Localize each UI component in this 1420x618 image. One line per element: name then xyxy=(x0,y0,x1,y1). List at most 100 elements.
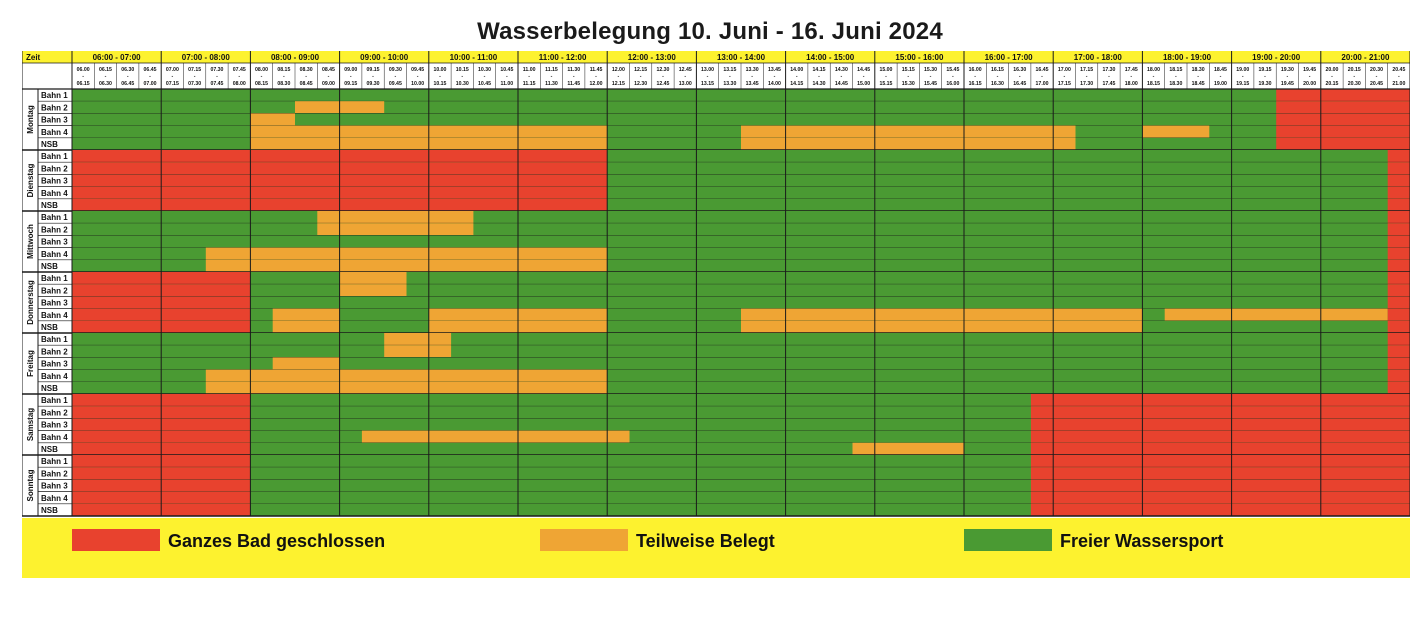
slot-end-label: 20.00 xyxy=(1303,81,1316,87)
slot-dash: - xyxy=(640,74,642,80)
slot-start-label: 19.00 xyxy=(1236,67,1249,73)
lane-label: NSB xyxy=(41,201,58,210)
slot-end-label: 06.15 xyxy=(77,81,90,87)
lane-label: Bahn 1 xyxy=(41,91,68,100)
slot-end-label: 06.30 xyxy=(99,81,112,87)
cell-free xyxy=(72,272,1410,285)
slot-end-label: 12.45 xyxy=(656,81,669,87)
cell-partial xyxy=(741,125,1076,138)
lane-label: NSB xyxy=(41,140,58,149)
cell-partial xyxy=(339,284,407,297)
lane-label: Bahn 3 xyxy=(41,238,68,247)
cell-closed xyxy=(1276,101,1410,114)
slot-start-label: 09.00 xyxy=(344,67,357,73)
cell-partial xyxy=(339,272,407,285)
cell-free xyxy=(72,357,1410,370)
cell-closed xyxy=(1387,162,1410,175)
slot-start-label: 08.15 xyxy=(277,67,290,73)
lane-label: Bahn 1 xyxy=(41,213,68,222)
slot-dash: - xyxy=(662,74,664,80)
hour-label: 13:00 - 14:00 xyxy=(717,53,766,62)
slot-end-label: 07.45 xyxy=(210,81,223,87)
hour-header-band xyxy=(22,51,1410,63)
cell-free xyxy=(72,345,1410,358)
slot-end-label: 09.00 xyxy=(322,81,335,87)
slot-dash: - xyxy=(82,74,84,80)
hour-label: 08:00 - 09:00 xyxy=(271,53,320,62)
slot-start-label: 16.30 xyxy=(1013,67,1026,73)
cell-partial xyxy=(317,211,474,224)
cell-partial xyxy=(741,308,1143,321)
slot-end-label: 13.15 xyxy=(701,81,714,87)
slot-start-label: 14.45 xyxy=(857,67,870,73)
slot-end-label: 13.00 xyxy=(679,81,692,87)
slot-dash: - xyxy=(1331,74,1333,80)
slot-dash: - xyxy=(863,74,865,80)
cell-free xyxy=(72,101,1410,114)
cell-closed xyxy=(1387,247,1410,260)
slot-start-label: 10.45 xyxy=(500,67,513,73)
lane-label: Bahn 3 xyxy=(41,116,68,125)
slot-start-label: 16.15 xyxy=(991,67,1004,73)
legend-partial-swatch xyxy=(540,529,628,551)
slot-end-label: 18.15 xyxy=(1147,81,1160,87)
slot-start-label: 07.30 xyxy=(210,67,223,73)
day-label: Montag xyxy=(26,105,35,134)
lane-label: Bahn 2 xyxy=(41,469,68,478)
slot-start-label: 18.30 xyxy=(1192,67,1205,73)
cell-closed xyxy=(1387,369,1410,382)
schedule-grid: Zeit 06:00 - 07:00 07:00 - 08:00 08:00 - 09… xyxy=(21,51,1411,523)
slot-dash: - xyxy=(617,74,619,80)
slot-start-label: 17.45 xyxy=(1125,67,1138,73)
slot-end-label: 20.15 xyxy=(1325,81,1338,87)
lane-label: Bahn 3 xyxy=(41,360,68,369)
slot-dash: - xyxy=(171,74,173,80)
hour-label: 14:00 - 15:00 xyxy=(806,53,855,62)
slot-end-label: 20.45 xyxy=(1370,81,1383,87)
slot-start-label: 20.00 xyxy=(1325,67,1338,73)
slot-start-label: 13.00 xyxy=(701,67,714,73)
slot-start-label: 14.30 xyxy=(835,67,848,73)
lane-label: Bahn 3 xyxy=(41,299,68,308)
lane-label: Bahn 4 xyxy=(41,372,68,381)
cell-partial xyxy=(205,247,608,260)
hour-label: 20:00 - 21:00 xyxy=(1341,53,1390,62)
lane-label: NSB xyxy=(41,384,58,393)
cell-closed xyxy=(1030,479,1410,492)
slot-end-label: 13.30 xyxy=(723,81,736,87)
slot-dash: - xyxy=(1220,74,1222,80)
slot-start-label: 19.30 xyxy=(1281,67,1294,73)
slot-dash: - xyxy=(1153,74,1155,80)
slot-start-label: 06.15 xyxy=(99,67,112,73)
slot-dash: - xyxy=(885,74,887,80)
slot-end-label: 11.45 xyxy=(567,81,580,87)
lane-label: Bahn 1 xyxy=(41,335,68,344)
slot-dash: - xyxy=(1130,74,1132,80)
slot-end-label: 14.15 xyxy=(790,81,803,87)
legend-free-swatch xyxy=(964,529,1052,551)
cell-partial xyxy=(741,137,1076,150)
slot-dash: - xyxy=(484,74,486,80)
slot-end-label: 17.30 xyxy=(1080,81,1093,87)
cell-closed xyxy=(1387,198,1410,211)
slot-start-label: 15.30 xyxy=(924,67,937,73)
lane-label: Bahn 3 xyxy=(41,421,68,430)
cell-closed xyxy=(1387,345,1410,358)
slot-dash: - xyxy=(1175,74,1177,80)
slot-start-label: 19.45 xyxy=(1303,67,1316,73)
lane-label: Bahn 1 xyxy=(41,152,68,161)
slot-start-label: 09.30 xyxy=(389,67,402,73)
slot-end-label: 18.00 xyxy=(1125,81,1138,87)
cell-closed xyxy=(1387,235,1410,248)
slot-dash: - xyxy=(840,74,842,80)
slot-end-label: 11.00 xyxy=(500,81,513,87)
slot-dash: - xyxy=(439,74,441,80)
cell-free xyxy=(72,223,1410,236)
slot-dash: - xyxy=(194,74,196,80)
cell-closed xyxy=(1030,406,1410,419)
slot-end-label: 17.45 xyxy=(1102,81,1115,87)
slot-end-label: 07.30 xyxy=(188,81,201,87)
slot-dash: - xyxy=(1197,74,1199,80)
slot-start-label: 08.00 xyxy=(255,67,268,73)
cell-closed xyxy=(1030,491,1410,504)
